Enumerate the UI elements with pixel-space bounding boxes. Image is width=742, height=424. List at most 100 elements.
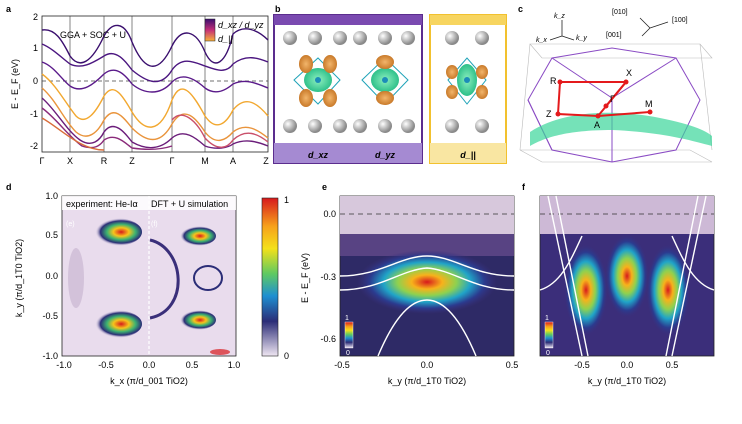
exp-pocket-bottom	[90, 310, 142, 338]
arpes-f-spot-center	[605, 234, 649, 318]
sim-pocket-bottom	[176, 310, 216, 330]
panel-d-ylabel: k_y (π/d_1T0 TiO2)	[14, 239, 24, 317]
svg-text:1: 1	[33, 43, 38, 53]
arpes-e-bands	[339, 255, 515, 357]
inset-cb-e-min: 0	[346, 350, 350, 357]
svg-text:0.0: 0.0	[143, 360, 156, 370]
panel-d-xlabel: k_x (π/d_001 TiO2)	[110, 376, 188, 386]
svg-text:-1: -1	[30, 109, 38, 119]
panel-a-yticks: 2 1 0 -1 -2	[30, 12, 38, 151]
panel-label-d: d	[6, 182, 12, 192]
panel-a: a GGA + SOC + U d_xz / d_yz d_||	[6, 4, 269, 166]
orbital-box-xz-yz	[273, 14, 423, 164]
panel-f-xlabel: k_y (π/d_1T0 TiO2)	[588, 376, 666, 386]
panel-a-ylabel: E - E_F (eV)	[10, 59, 20, 109]
experiment-label: experiment: He-Iα	[66, 199, 138, 209]
arpes-f-spot-right	[646, 244, 690, 336]
sim-pocket-top	[176, 226, 216, 246]
colorbar	[261, 197, 279, 357]
svg-text:A: A	[230, 156, 236, 166]
exp-faint-feature	[68, 248, 84, 308]
panel-label-e: e	[322, 182, 327, 192]
svg-text:-0.5: -0.5	[334, 360, 350, 370]
svg-text:0.0: 0.0	[323, 209, 336, 219]
svg-text:Z: Z	[546, 109, 552, 119]
dpar-box-bottom-band	[430, 143, 506, 163]
arpes-e-spot	[357, 250, 497, 314]
panel-f: f 1 0 -0.5 0.0 0.5 k_y (π/d_1T0 TiO2)	[522, 182, 715, 386]
svg-text:Γ: Γ	[170, 156, 175, 166]
panel-d: d experiment: He-Iα DFT + U simulation (…	[6, 182, 289, 386]
k-points	[555, 79, 653, 119]
fermi-surface-sheet	[530, 112, 712, 146]
panel-e-xlabel: k_y (π/d_1T0 TiO2)	[388, 376, 466, 386]
header-strip	[62, 196, 236, 210]
svg-text:-1.0: -1.0	[56, 360, 72, 370]
svg-text:0.5: 0.5	[506, 360, 519, 370]
panel-e-yticks: 0.0 -0.3 -0.6	[320, 209, 336, 344]
svg-text:0.5: 0.5	[666, 360, 679, 370]
k-point-labels: R X Γ Z M A	[546, 68, 653, 130]
colorbar-min: 0	[284, 351, 289, 361]
band-plot-frame	[41, 15, 269, 153]
axis-kx: k_x	[536, 37, 547, 44]
axis-ky: k_y	[576, 35, 587, 42]
legend-dpar: d_||	[218, 34, 233, 44]
crystal-yz	[353, 31, 415, 133]
orbital-box-top-band	[274, 15, 422, 25]
panel-a-kpoint-labels: Γ X R Z Γ M A Z	[40, 156, 270, 166]
orbital-legend-bar	[204, 18, 216, 42]
sim-pocket-center	[193, 265, 223, 291]
colorbar-max: 1	[284, 195, 289, 205]
panel-label-a: a	[6, 4, 12, 14]
panel-e: e 1 0 0.0 -0.3 -0.6 -0.5 0.0 0.5 E - E_F…	[300, 182, 518, 386]
inset-cb-f-min: 0	[546, 350, 550, 357]
axis-kz: k_z	[554, 13, 565, 20]
svg-text:2: 2	[33, 12, 38, 22]
crystal-dpar	[445, 31, 489, 133]
inset-cb-f-max: 1	[545, 315, 549, 322]
legend-dxz-dyz: d_xz / d_yz	[218, 20, 264, 30]
bands	[41, 24, 269, 151]
svg-text:R: R	[550, 76, 557, 86]
svg-text:A: A	[594, 120, 600, 130]
label-dpar: d_||	[460, 150, 476, 160]
panel-b: b d_xz	[273, 4, 507, 164]
bz-box	[519, 43, 713, 163]
svg-text:M: M	[201, 156, 209, 166]
arpes-f-bands	[539, 195, 715, 357]
svg-text:R: R	[101, 156, 108, 166]
svg-text:0.0: 0.0	[621, 360, 634, 370]
svg-text:Γ: Γ	[40, 156, 45, 166]
panel-d-yticks: 1.0 0.5 0.0 -0.5 -1.0	[42, 191, 58, 361]
simulation-label: DFT + U simulation	[151, 199, 228, 209]
svg-text:0.0: 0.0	[421, 360, 434, 370]
exp-pocket-top	[90, 218, 142, 246]
arpes-f-above-ef	[540, 196, 714, 234]
arpes-e-edge	[340, 234, 514, 256]
svg-text:0: 0	[33, 76, 38, 86]
panel-e-xticks: -0.5 0.0 0.5	[334, 360, 518, 370]
svg-text:0.5: 0.5	[186, 360, 199, 370]
label-dyz: d_yz	[375, 150, 396, 160]
panel-d-xticks: -1.0 -0.5 0.0 0.5 1.0	[56, 360, 240, 370]
svg-text:-0.5: -0.5	[42, 311, 58, 321]
svg-text:Z: Z	[129, 156, 135, 166]
inset-colorbar-e	[344, 321, 354, 349]
svg-text:-0.5: -0.5	[574, 360, 590, 370]
direction-100: [100]	[672, 17, 688, 24]
sim-edge-feature	[210, 349, 230, 355]
svg-text:-2: -2	[30, 141, 38, 151]
panel-c: c k_z k_x k_y [010] [100] [001]	[518, 4, 713, 163]
inset-cb-e-max: 1	[345, 315, 349, 322]
bz-polyhedron	[527, 47, 701, 163]
k-path	[556, 81, 651, 118]
svg-text:-0.6: -0.6	[320, 334, 336, 344]
direction-010: [010]	[612, 9, 628, 16]
svg-text:0.5: 0.5	[45, 230, 58, 240]
method-label: GGA + SOC + U	[60, 30, 126, 40]
direction-001: [001]	[606, 32, 622, 39]
sim-arc	[149, 238, 180, 320]
panel-f-xticks: -0.5 0.0 0.5	[574, 360, 678, 370]
